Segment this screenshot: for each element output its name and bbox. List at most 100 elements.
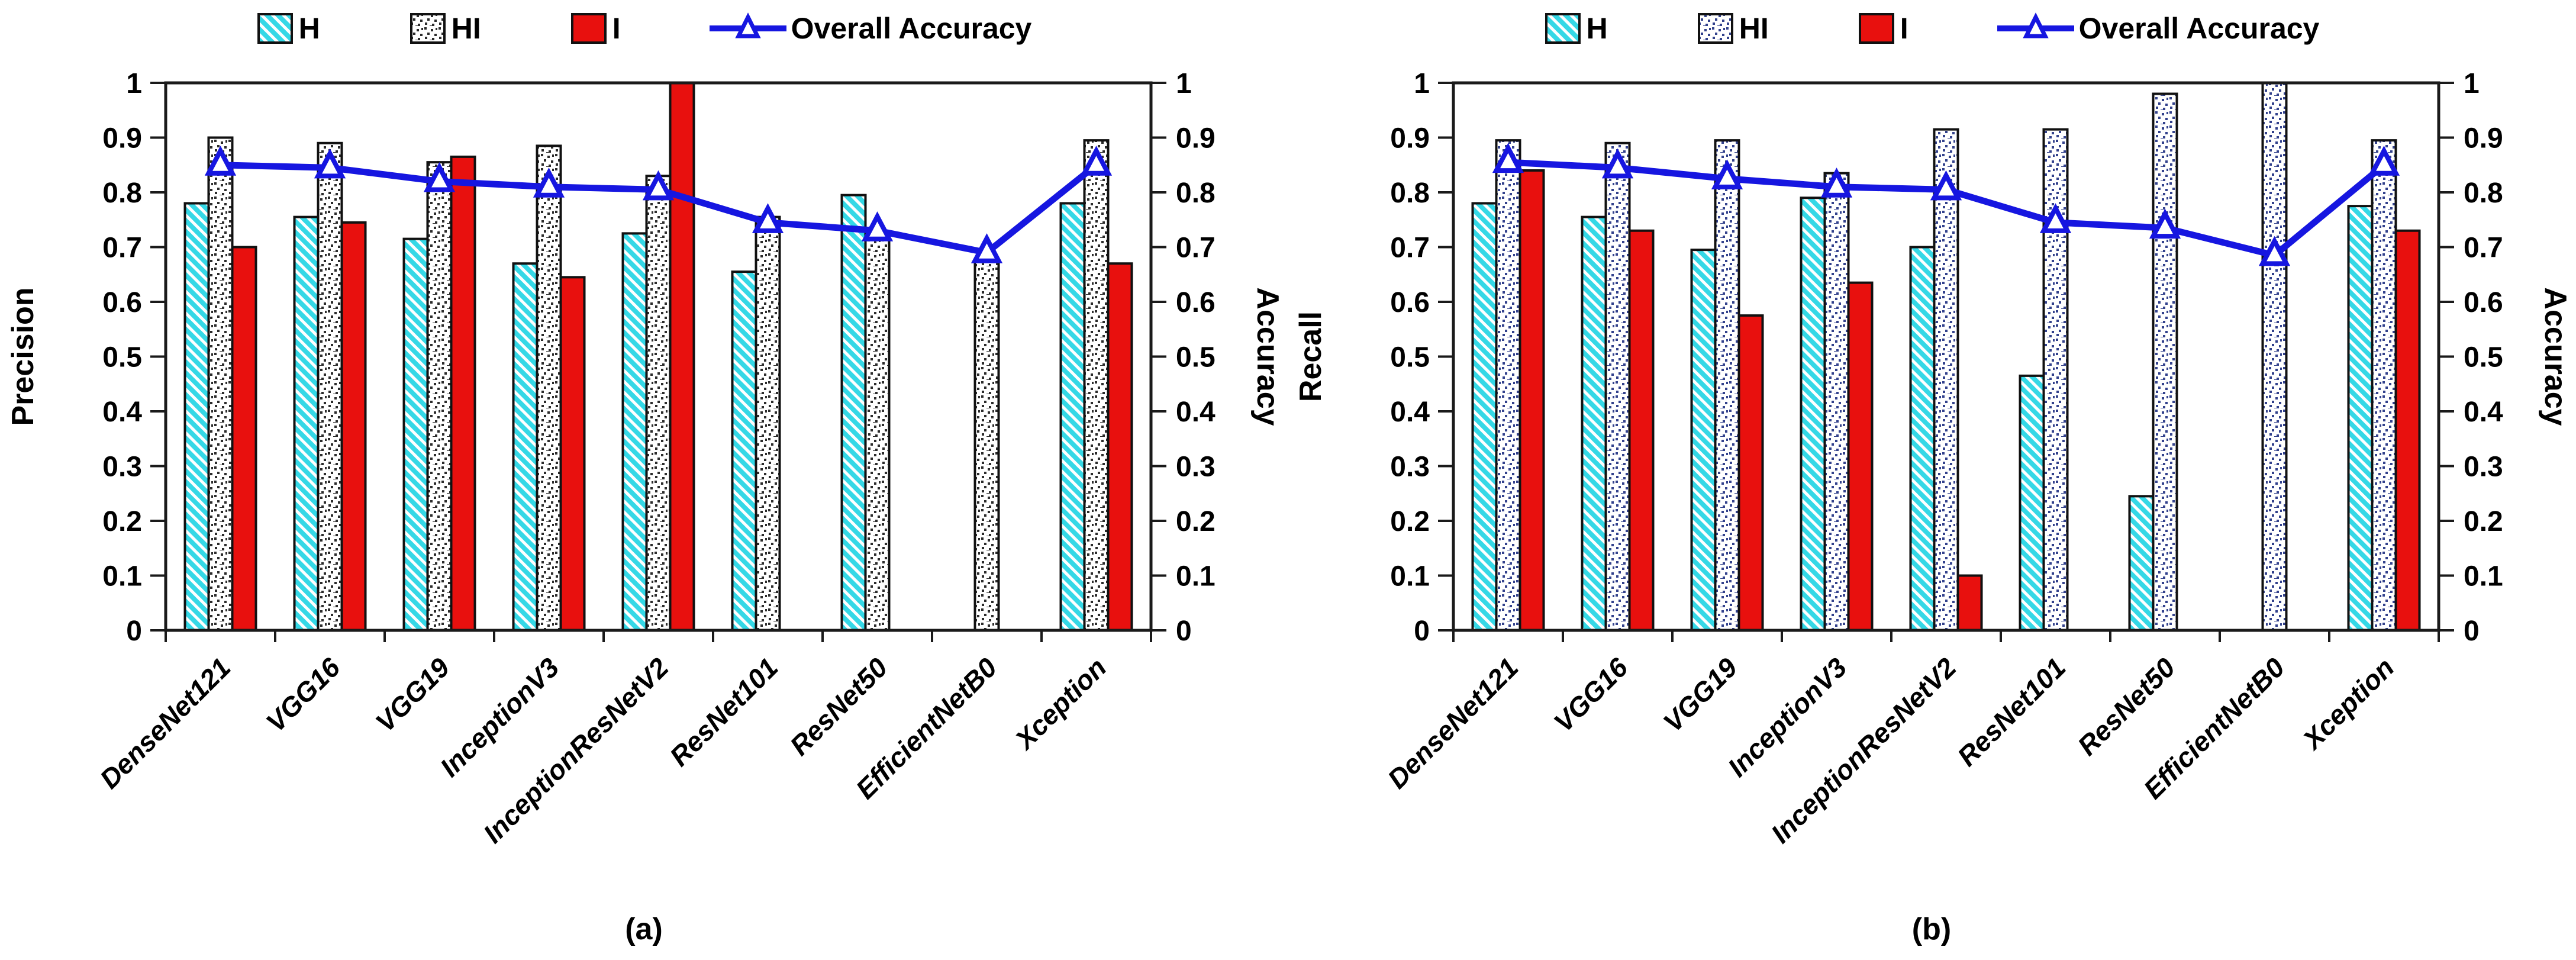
triangle-marker	[861, 211, 894, 241]
svg-text:0.2: 0.2	[1390, 506, 1430, 537]
precision-chart: 0 0 0.1 0.1 0.2 0.2 0.3 0.3 0.4 0.4 0.5 0.5 0.6 0.6 0.…	[6, 68, 1285, 849]
solid-red-icon	[1858, 12, 1894, 44]
bar	[1909, 246, 1936, 632]
svg-text:0.9: 0.9	[2464, 123, 2503, 154]
y-tick-labels: 0 0 0.1 0.1 0.2 0.2 0.3 0.3 0.4 0.4 0.5 0.5 0.6 0.6 0.…	[1390, 68, 2503, 647]
svg-text:0.5: 0.5	[102, 342, 142, 373]
bar	[317, 141, 343, 632]
triangle-marker	[642, 170, 675, 201]
axis-titles: Precision Accuracy	[6, 287, 1285, 426]
left-axis-title: Precision	[6, 287, 40, 426]
legend-item-H: H	[256, 11, 320, 46]
bar	[2347, 205, 2374, 632]
bar	[340, 221, 367, 632]
svg-text:0.1: 0.1	[1390, 561, 1430, 592]
svg-text:VGG19: VGG19	[369, 652, 456, 738]
triangle-marker	[204, 146, 237, 176]
bar	[559, 276, 586, 632]
bar	[1107, 262, 1133, 632]
legend-item-HI: HI	[409, 11, 481, 46]
bar	[1933, 128, 1959, 632]
bar	[1847, 281, 1874, 632]
bar	[755, 215, 781, 632]
right-axis-title: Accuracy	[2538, 287, 2572, 426]
legend-label: H	[1586, 11, 1608, 45]
svg-text:1: 1	[1176, 68, 1192, 99]
svg-text:InceptionResNetV2: InceptionResNetV2	[477, 652, 674, 849]
legend-item-H: H	[1544, 11, 1608, 46]
triangle-marker	[2258, 236, 2291, 266]
h-stripes-icon	[257, 12, 293, 44]
svg-text:0.7: 0.7	[1176, 233, 1216, 264]
x-category-labels: DenseNet121 VGG16 VGG19InceptionV3Inceptio…	[94, 652, 1112, 849]
svg-text:0.4: 0.4	[1176, 397, 1216, 428]
svg-text:0.7: 0.7	[102, 233, 142, 264]
left-axis-title: Recall	[1294, 311, 1328, 402]
triangle-marker	[971, 233, 1003, 263]
bar	[1604, 141, 1631, 632]
legend-item-line: Overall Accuracy	[1997, 11, 2320, 46]
svg-text:0.8: 0.8	[102, 178, 142, 209]
hi-dots-icon	[410, 12, 446, 44]
legend-label: HI	[451, 11, 481, 45]
svg-text:0.6: 0.6	[102, 287, 142, 318]
bar	[2394, 229, 2421, 632]
bar	[512, 262, 539, 632]
legend-item-HI: HI	[1697, 11, 1769, 46]
bar	[840, 194, 867, 632]
svg-text:0.4: 0.4	[1390, 397, 1430, 428]
svg-text:0.3: 0.3	[1390, 452, 1430, 483]
svg-text:1: 1	[126, 68, 142, 99]
legend-label: Overall Accuracy	[2078, 11, 2320, 45]
svg-text:0.9: 0.9	[102, 123, 142, 154]
overall-accuracy-line	[204, 146, 1113, 263]
svg-text:ResNet50: ResNet50	[2072, 652, 2181, 761]
legend-b: H HI I Overall Accuracy	[1288, 0, 2575, 56]
bar	[1714, 139, 1740, 632]
svg-text:VGG16: VGG16	[1547, 652, 1634, 738]
svg-text:DenseNet121: DenseNet121	[1381, 652, 1524, 794]
triangle-marker	[1930, 170, 1962, 201]
line-triangle-icon	[1997, 12, 2074, 38]
bar-series-I	[1518, 169, 2421, 632]
svg-text:0.2: 0.2	[2464, 506, 2503, 537]
bar	[1737, 314, 1764, 632]
svg-text:0.8: 0.8	[2464, 178, 2503, 209]
svg-text:0.4: 0.4	[2464, 397, 2503, 428]
svg-text:Xception: Xception	[1008, 652, 1112, 756]
svg-text:0.6: 0.6	[2464, 287, 2503, 318]
triangle-marker	[533, 167, 565, 198]
svg-text:0.1: 0.1	[2464, 561, 2503, 592]
svg-text:0.4: 0.4	[102, 397, 142, 428]
legend-label: HI	[1739, 11, 1769, 45]
bar	[864, 232, 891, 632]
bar	[1581, 215, 1607, 632]
svg-text:ResNet101: ResNet101	[663, 652, 784, 772]
svg-text:VGG19: VGG19	[1657, 652, 1743, 738]
recall-chart: 0 0 0.1 0.1 0.2 0.2 0.3 0.3 0.4 0.4 0.5 0.5 0.6 0.6 0.…	[1294, 68, 2572, 849]
svg-text:0.8: 0.8	[1390, 178, 1430, 209]
legend-item-I: I	[570, 11, 621, 46]
bar	[731, 270, 757, 632]
svg-text:VGG16: VGG16	[260, 652, 346, 738]
svg-text:0.5: 0.5	[2464, 342, 2503, 373]
svg-text:0.7: 0.7	[2464, 233, 2503, 264]
triangle-marker	[1711, 159, 1743, 189]
bar	[669, 82, 695, 632]
bar	[2019, 374, 2045, 632]
triangle-marker	[1492, 143, 1524, 173]
svg-text:Xception: Xception	[2295, 652, 2400, 756]
legend-label: I	[1900, 11, 1908, 45]
triangle-marker	[314, 148, 346, 179]
triangle-marker	[1820, 167, 1853, 198]
triangle-marker	[1601, 148, 1634, 179]
bar	[536, 144, 562, 632]
axes	[150, 81, 1166, 642]
bar	[183, 202, 210, 632]
bar	[973, 259, 1000, 632]
svg-text:0.9: 0.9	[1390, 123, 1430, 154]
bar	[1059, 202, 1086, 632]
bar	[645, 175, 672, 632]
svg-text:1: 1	[1414, 68, 1430, 99]
